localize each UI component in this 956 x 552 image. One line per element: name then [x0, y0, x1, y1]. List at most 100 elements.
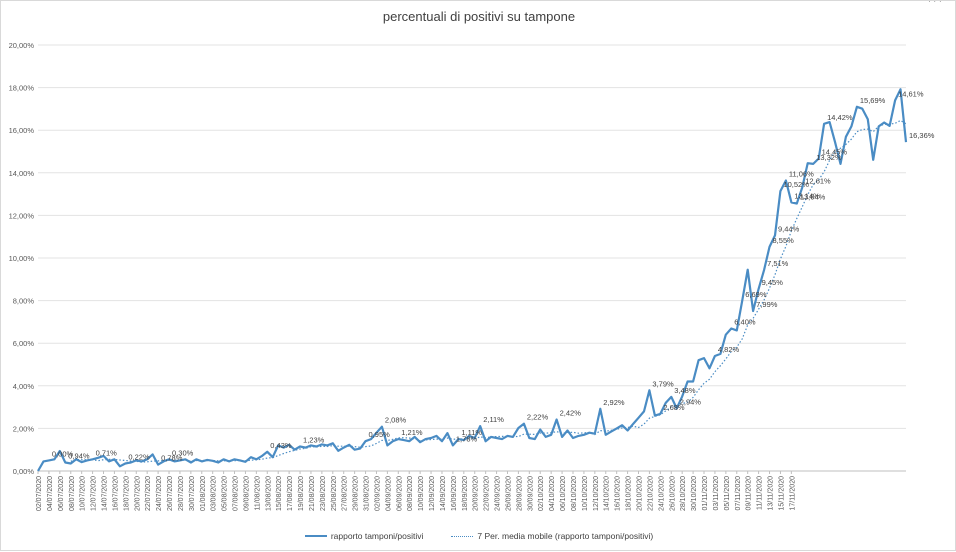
x-tick-label: 19/08/2020 [298, 476, 305, 511]
legend-label-series-1: rapporto tamponi/positivi [330, 531, 424, 541]
data-label: 8,55% [773, 236, 795, 245]
y-tick-label: 8,00% [13, 297, 35, 306]
x-tick-label: 13/08/2020 [265, 476, 272, 511]
data-label: 0,30% [172, 448, 194, 457]
x-tick-label: 29/08/2020 [353, 476, 360, 511]
x-tick-label: 22/10/2020 [647, 476, 654, 511]
x-tick-label: 17/08/2020 [287, 476, 294, 511]
x-tick-label: 01/11/2020 [702, 476, 709, 511]
data-label: 2,68% [663, 403, 685, 412]
data-label: 0,95% [369, 430, 391, 439]
x-tick-label: 26/10/2020 [669, 476, 676, 511]
x-tick-label: 06/09/2020 [396, 476, 403, 511]
y-tick-label: 10,00% [9, 254, 35, 263]
x-tick-label: 13/11/2020 [768, 476, 775, 511]
x-tick-label: 05/08/2020 [222, 476, 229, 511]
x-tick-label: 01/08/2020 [200, 476, 207, 511]
data-label: 11,06% [789, 169, 814, 178]
x-tick-label: 20/10/2020 [637, 476, 644, 511]
x-tick-label: 24/10/2020 [658, 476, 665, 511]
x-tick-label: 24/09/2020 [495, 476, 502, 511]
x-tick-label: 20/09/2020 [473, 476, 480, 511]
data-label: 2,22% [527, 413, 549, 422]
x-tick-label: 09/11/2020 [746, 476, 753, 511]
data-label: 9,44% [778, 224, 800, 233]
data-label: 17,92% [925, 1, 951, 3]
x-tick-label: 30/09/2020 [527, 476, 534, 511]
legend-item-series-1: rapporto tamponi/positivi [304, 531, 424, 541]
x-tick-label: 14/10/2020 [604, 476, 611, 511]
data-label: 7,99% [756, 300, 778, 309]
data-label: 14,61% [898, 89, 924, 98]
data-label: 6,69% [745, 290, 767, 299]
data-label: 7,51% [767, 259, 789, 268]
y-tick-label: 16,00% [9, 126, 35, 135]
data-label: 3,79% [652, 379, 674, 388]
data-label: 2,08% [385, 416, 407, 425]
x-tick-label: 24/07/2020 [156, 476, 163, 511]
x-tick-label: 11/11/2020 [757, 476, 764, 510]
x-tick-label: 28/10/2020 [680, 476, 687, 511]
y-tick-label: 18,00% [9, 84, 35, 93]
legend-swatch-solid [304, 535, 327, 537]
x-tick-label: 10/10/2020 [582, 476, 589, 511]
data-label: 12,61% [805, 176, 831, 185]
x-tick-label: 04/10/2020 [549, 476, 556, 511]
y-tick-label: 14,00% [9, 169, 35, 178]
x-tick-label: 16/07/2020 [112, 476, 119, 511]
y-tick-label: 4,00% [13, 382, 35, 391]
x-tick-label: 21/08/2020 [309, 476, 316, 511]
y-tick-label: 2,00% [13, 424, 35, 433]
x-tick-label: 18/10/2020 [626, 476, 633, 511]
data-label: 1,21% [401, 428, 423, 437]
legend-item-series-2: 7 Per. media mobile (rapporto tamponi/po… [451, 531, 653, 541]
chart-title: percentuali di positivi su tampone [382, 9, 576, 24]
x-tick-label: 23/08/2020 [320, 476, 327, 511]
x-tick-label: 04/09/2020 [385, 476, 392, 511]
x-tick-label: 04/07/2020 [47, 476, 54, 511]
x-tick-label: 10/09/2020 [418, 476, 425, 511]
x-tick-label: 09/08/2020 [243, 476, 250, 511]
x-tick-label: 15/11/2020 [778, 476, 785, 511]
x-tick-label: 08/07/2020 [69, 476, 76, 511]
data-label: 0,71% [96, 448, 118, 457]
x-tick-label: 25/08/2020 [331, 476, 338, 511]
x-tick-label: 03/08/2020 [211, 476, 218, 511]
x-tick-label: 08/10/2020 [571, 476, 578, 511]
y-tick-label: 0,00% [13, 467, 35, 476]
data-label: 2,11% [483, 415, 504, 424]
x-tick-label: 31/08/2020 [364, 476, 371, 511]
data-label: 14,42% [827, 113, 853, 122]
x-tick-label: 18/09/2020 [462, 476, 469, 511]
data-label: 2,92% [603, 398, 625, 407]
x-tick-label: 03/11/2020 [713, 476, 720, 511]
x-tick-label: 07/08/2020 [233, 476, 240, 511]
series-moving-average-line [70, 119, 907, 463]
data-label: 1,23% [303, 436, 325, 445]
y-tick-label: 20,00% [9, 41, 35, 50]
data-label: 2,94% [680, 397, 702, 406]
legend-swatch-dotted [451, 535, 474, 537]
data-label: 16,36% [909, 131, 935, 140]
x-tick-label: 26/07/2020 [167, 476, 174, 511]
x-tick-label: 02/09/2020 [374, 476, 381, 511]
x-tick-label: 05/11/2020 [724, 476, 731, 511]
x-tick-label: 11/08/2020 [254, 476, 261, 511]
data-label: 9,45% [762, 278, 784, 287]
data-label: 1,11% [461, 428, 482, 437]
y-tick-label: 12,00% [9, 211, 35, 220]
x-tick-label: 30/07/2020 [189, 476, 196, 511]
data-label: 0,78% [161, 454, 183, 463]
data-label: 6,40% [734, 318, 756, 327]
data-label: 13,64% [800, 192, 826, 201]
x-tick-label: 22/07/2020 [145, 476, 152, 511]
data-label: 13,14% [794, 191, 820, 200]
x-tick-label: 15/08/2020 [276, 476, 283, 511]
legend-label-series-2: 7 Per. media mobile (rapporto tamponi/po… [477, 531, 654, 541]
data-label: 0,00% [52, 449, 74, 458]
data-label: 14,45% [822, 148, 848, 157]
x-tick-label: 30/10/2020 [691, 476, 698, 511]
x-tick-label: 02/07/2020 [36, 476, 43, 511]
x-tick-label: 10/07/2020 [80, 476, 87, 511]
